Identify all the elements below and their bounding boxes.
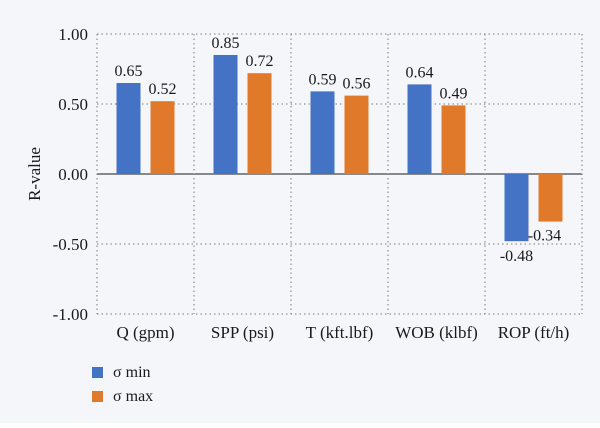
bar-sigma-max <box>150 101 175 174</box>
x-category-label: ROP (ft/h) <box>498 323 570 342</box>
bars <box>116 55 563 242</box>
data-label: 0.56 <box>343 76 371 93</box>
y-tick-label: 0.50 <box>58 95 88 114</box>
data-label: 0.64 <box>406 64 434 81</box>
y-tick-label: -1.00 <box>53 305 88 324</box>
legend-swatch-sigma-max <box>92 391 103 402</box>
bar-sigma-min <box>504 174 529 242</box>
data-label: 0.49 <box>440 85 468 102</box>
legend: σ min σ max <box>92 364 153 405</box>
x-category-label: SPP (psi) <box>211 323 274 342</box>
bar-sigma-min <box>116 83 141 174</box>
data-label: 0.65 <box>115 63 143 80</box>
bar-sigma-max <box>344 95 369 174</box>
data-label: -0.34 <box>528 228 561 245</box>
data-labels: 0.65 0.52 0.85 0.72 0.59 0.56 0.64 0.49 -0.48 -0.… <box>115 35 562 265</box>
legend-swatch-sigma-min <box>92 367 103 378</box>
bar-sigma-max <box>247 73 272 174</box>
y-axis-title: R-value <box>25 147 44 201</box>
bar-sigma-min <box>213 55 238 174</box>
data-label: 0.59 <box>309 71 337 88</box>
x-category-label: T (kft.lbf) <box>306 323 374 342</box>
data-label: 0.52 <box>149 81 177 98</box>
legend-label-sigma-min: σ min <box>113 364 151 381</box>
category-labels: Q (gpm) SPP (psi) T (kft.lbf) WOB (klbf) ROP… <box>116 323 569 342</box>
x-category-label: Q (gpm) <box>116 323 174 342</box>
bar-sigma-min <box>310 91 335 174</box>
y-tick-label: -0.50 <box>53 235 88 254</box>
gridlines <box>96 33 583 315</box>
y-tick-label: 0.00 <box>58 165 88 184</box>
legend-label-sigma-max: σ max <box>113 388 153 405</box>
bar-sigma-max <box>441 105 466 174</box>
y-axis-ticks: 1.00 0.50 0.00 -0.50 -1.00 <box>53 25 88 324</box>
x-category-label: WOB (klbf) <box>395 323 478 342</box>
data-label: 0.85 <box>212 35 240 52</box>
bar-sigma-min <box>407 84 432 174</box>
y-tick-label: 1.00 <box>58 25 88 44</box>
bar-sigma-max <box>538 174 563 222</box>
data-label: -0.48 <box>500 248 533 265</box>
data-label: 0.72 <box>246 53 274 70</box>
